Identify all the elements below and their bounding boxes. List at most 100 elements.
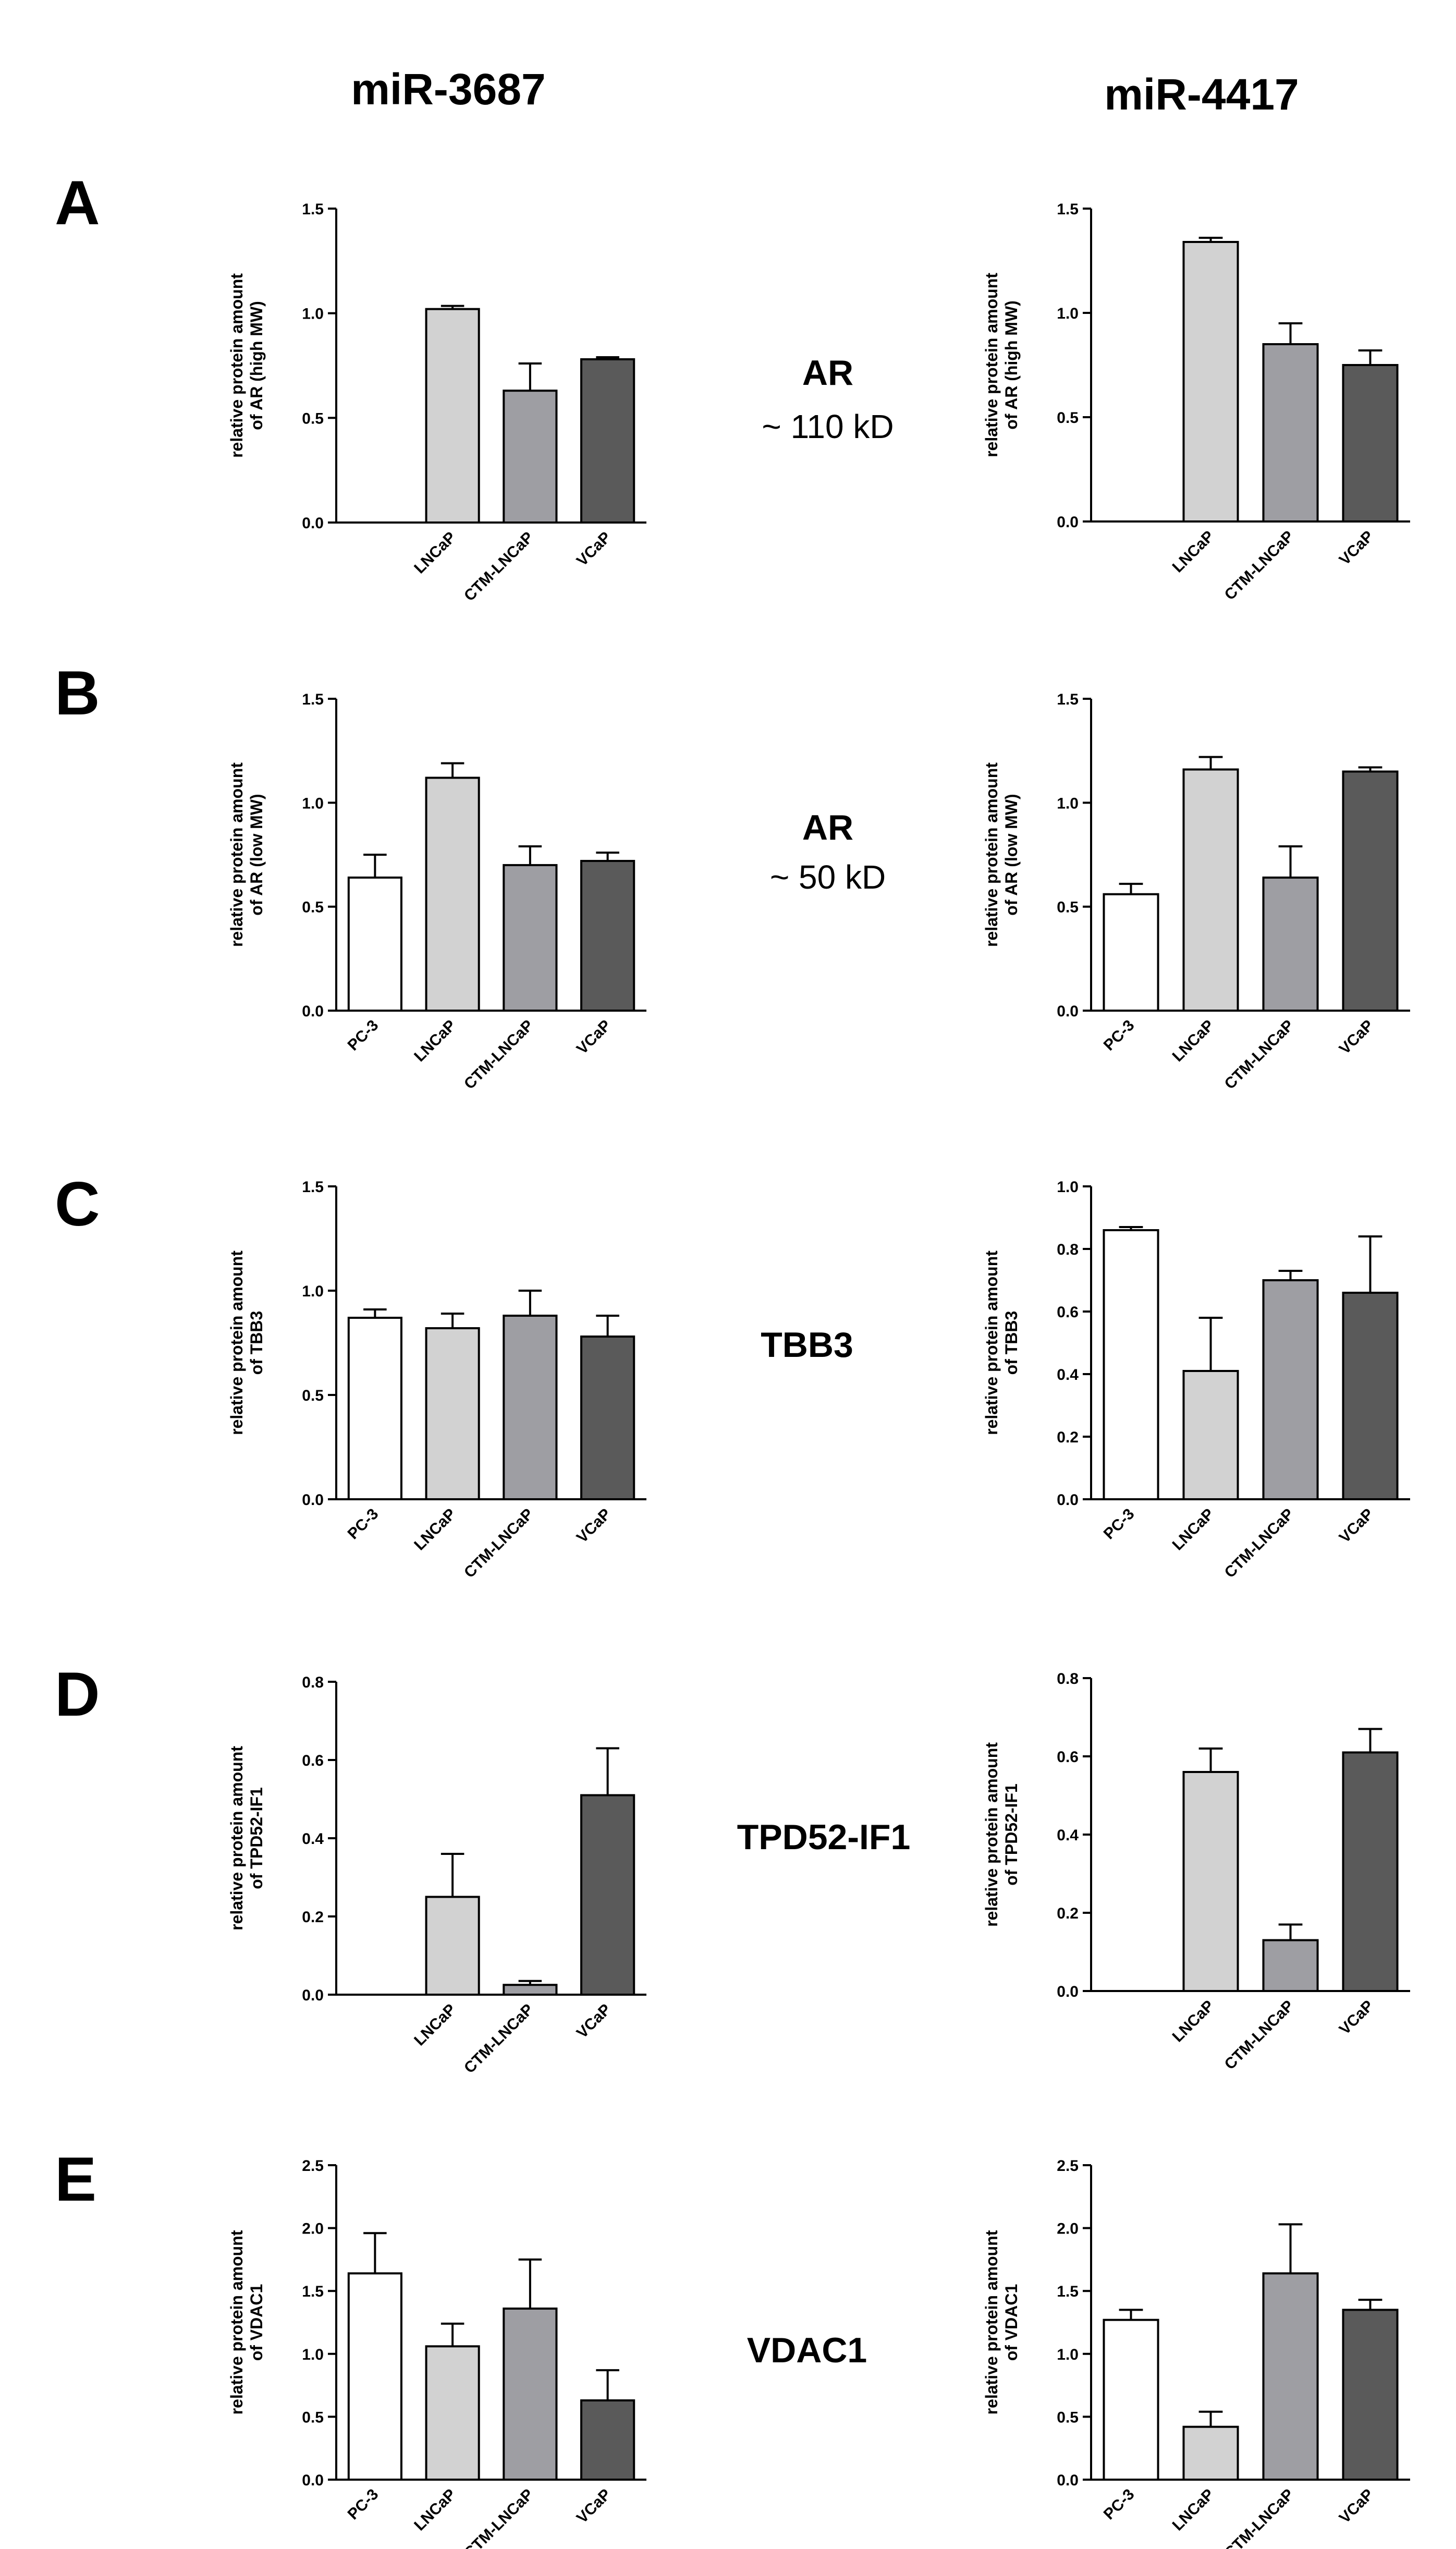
target-name-b: AR [802,808,853,847]
bar-pc-3 [347,1317,402,1500]
y-axis-title: relative protein amountof TBB3 [982,1251,1021,1435]
bar-lncap [425,776,480,1012]
y-tick-label: 2.5 [302,2157,324,2175]
y-axis-title-line: of TPD52-IF1 [247,1787,266,1889]
chart-a-mir-3687: 0.0 0.5 1.0 1.5 relative protein amountof AR… [227,201,646,605]
target-name-c: TBB3 [761,1325,853,1365]
bar-ctm-lncap [503,1984,558,1996]
bar-vcap [1342,1292,1399,1500]
bar-ctm-lncap [1262,876,1319,1012]
bar-vcap [580,859,635,1012]
y-tick-label: 1.5 [302,1179,324,1196]
panel-letter-e: E [55,2144,96,2214]
y-tick-label: 0.5 [302,410,324,427]
y-axis-title: relative protein amountof AR (low MW) [227,762,266,947]
y-tick-label: 0.4 [302,1830,324,1848]
bar-ctm-lncap [1262,1279,1319,1500]
target-name-a: AR [802,353,853,393]
y-axis-title-line: of AR (high MW) [1002,300,1021,430]
y-tick-label: 0.5 [302,2409,324,2426]
y-tick-label: 0.4 [1057,1827,1079,1844]
bar-ctm-lncap [1262,343,1319,523]
y-tick-label: 0.0 [1057,2472,1079,2489]
y-tick-label: 1.5 [302,2283,324,2300]
bar-ctm-lncap [1262,2272,1319,2481]
y-tick-label: 2.0 [1057,2220,1079,2238]
y-tick-label: 0.2 [302,1909,324,1926]
y-axis-title-line: of VDAC1 [247,2284,266,2361]
bar-vcap [1342,364,1399,523]
y-tick-label: 1.0 [302,2346,324,2363]
target-name-e: VDAC1 [747,2330,867,2370]
y-tick-label: 2.0 [302,2220,324,2238]
y-axis-title-line: relative protein amount [227,1746,246,1931]
y-tick-label: 0.0 [1057,1983,1079,2000]
y-axis-title: relative protein amountof AR (high MW) [227,273,266,458]
bar-pc-3 [347,876,402,1012]
y-tick-label: 0.0 [1057,1003,1079,1020]
y-axis-title: relative protein amountof VDAC1 [227,2230,266,2414]
y-tick-label: 1.0 [1057,2346,1079,2363]
y-axis-title: relative protein amountof TPD52-IF1 [227,1746,266,1931]
bar-vcap [580,1794,635,1996]
bar-vcap [580,2399,635,2481]
y-tick-label: 0.6 [1057,1749,1079,1766]
bar-pc-3 [1103,2319,1159,2481]
y-tick-label: 1.5 [1057,691,1079,708]
bar-ctm-lncap [503,390,558,524]
bar-pc-3 [347,2272,402,2481]
y-tick-label: 0.0 [302,2472,324,2489]
y-tick-label: 1.0 [1057,1179,1079,1196]
panel-letter-a: A [55,168,100,238]
target-size-a: ~ 110 kD [762,408,894,445]
y-axis-title-line: of TPD52-IF1 [1002,1783,1021,1886]
y-tick-label: 0.8 [1057,1670,1079,1688]
bar-lncap [1182,1370,1239,1500]
y-tick-label: 0.6 [1057,1304,1079,1321]
y-tick-label: 0.5 [1057,409,1079,427]
y-axis-title-line: of TBB3 [1002,1311,1021,1375]
bar-lncap [1182,241,1239,523]
y-tick-label: 0.2 [1057,1905,1079,1922]
y-tick-label: 0.0 [302,515,324,532]
y-axis-title: relative protein amountof TBB3 [227,1251,266,1435]
panel-letter-b: B [55,658,100,728]
y-tick-label: 0.5 [1057,899,1079,916]
y-tick-label: 0.0 [302,1003,324,1020]
bar-ctm-lncap [503,864,558,1012]
target-size-b: ~ 50 kD [770,858,886,896]
chart-e-mir-3687: 0.0 0.5 1.0 1.5 2.0 2.5 relative protein amoun… [227,2157,646,2549]
bar-pc-3 [1103,1229,1159,1500]
y-tick-label: 0.0 [1057,1491,1079,1509]
y-tick-label: 1.0 [302,306,324,323]
y-axis-title-line: relative protein amount [227,762,246,947]
y-tick-label: 2.5 [1057,2157,1079,2175]
chart-b-mir-4417: 0.0 0.5 1.0 1.5 relative protein amountof AR… [982,691,1410,1093]
y-tick-label: 1.5 [1057,2283,1079,2300]
y-axis-title: relative protein amountof VDAC1 [982,2230,1021,2414]
y-tick-label: 0.5 [302,899,324,916]
bar-vcap [580,1336,635,1500]
bar-ctm-lncap [503,2307,558,2481]
y-axis-title-line: relative protein amount [982,2230,1001,2414]
y-axis-title-line: relative protein amount [227,1251,246,1435]
bar-lncap [425,1327,480,1500]
bar-vcap [1342,2309,1399,2481]
y-axis-title-line: of AR (high MW) [247,301,266,430]
y-axis-title: relative protein amountof TPD52-IF1 [982,1742,1021,1927]
bar-pc-3 [1103,893,1159,1012]
y-tick-label: 0.0 [302,1491,324,1509]
y-tick-label: 0.6 [302,1752,324,1769]
bar-vcap [1342,770,1399,1012]
bar-lncap [425,2345,480,2481]
y-tick-label: 1.0 [1057,795,1079,812]
y-tick-label: 0.0 [1057,514,1079,531]
bar-ctm-lncap [503,1315,558,1500]
y-tick-label: 0.2 [1057,1429,1079,1446]
y-axis-title: relative protein amountof AR (high MW) [982,273,1021,457]
y-axis-title-line: of VDAC1 [1002,2284,1021,2361]
y-tick-label: 1.0 [1057,305,1079,322]
y-tick-label: 1.0 [302,795,324,812]
y-axis-title-line: of AR (low MW) [247,794,266,915]
y-axis-title-line: relative protein amount [982,1251,1001,1435]
